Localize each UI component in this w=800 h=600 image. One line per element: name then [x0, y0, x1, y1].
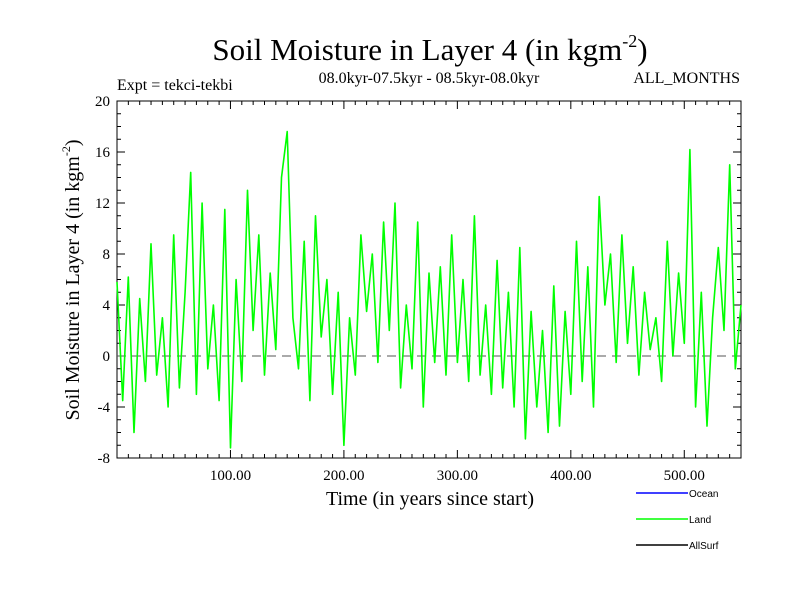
- y-tick-label: 12: [95, 196, 110, 212]
- x-tick-label: 300.00: [437, 468, 478, 484]
- y-tick-label: 16: [95, 145, 111, 161]
- subtitle-right: ALL_MONTHS: [633, 70, 740, 87]
- axis-ticks: [117, 100, 741, 459]
- legend-label-ocean: Ocean: [689, 489, 718, 500]
- subtitle-center: 08.0kyr-07.5kyr - 08.5kyr-08.0kyr: [319, 70, 540, 87]
- x-axis-label: Time (in years since start): [326, 488, 534, 510]
- series-layer: [116, 130, 742, 449]
- legend-label-allsurf: AllSurf: [689, 541, 719, 552]
- series-line-land: [116, 130, 742, 449]
- y-tick-label: 4: [103, 298, 111, 314]
- x-tick-label: 400.00: [550, 468, 591, 484]
- legend-label-land: Land: [689, 515, 711, 526]
- y-axis-label-superscript: -2: [59, 146, 73, 156]
- x-tick-label: 100.00: [210, 468, 251, 484]
- y-tick-label: 8: [103, 247, 111, 263]
- y-tick-label: 0: [103, 349, 111, 365]
- chart-title: Soil Moisture in Layer 4 (in kgm-2): [212, 31, 647, 67]
- chart-title-superscript: -2: [622, 31, 637, 51]
- subtitle-left: Expt = tekci-tekbi: [117, 77, 233, 94]
- x-tick-label: 500.00: [664, 468, 705, 484]
- chart-title-end: ): [637, 32, 647, 67]
- y-axis-label: Soil Moisture in Layer 4 (in kgm-2): [59, 139, 84, 420]
- tick-labels: -8 -4 0 4 8 12 16 20 100.00 200.00 300.00 400.00 500…: [95, 94, 705, 484]
- y-axis-label-end: ): [62, 139, 84, 146]
- legend: Ocean Land AllSurf: [636, 489, 719, 552]
- y-tick-label: -8: [98, 451, 111, 467]
- x-tick-label: 200.00: [323, 468, 364, 484]
- y-tick-label: -4: [98, 400, 111, 416]
- y-tick-label: 20: [95, 94, 110, 110]
